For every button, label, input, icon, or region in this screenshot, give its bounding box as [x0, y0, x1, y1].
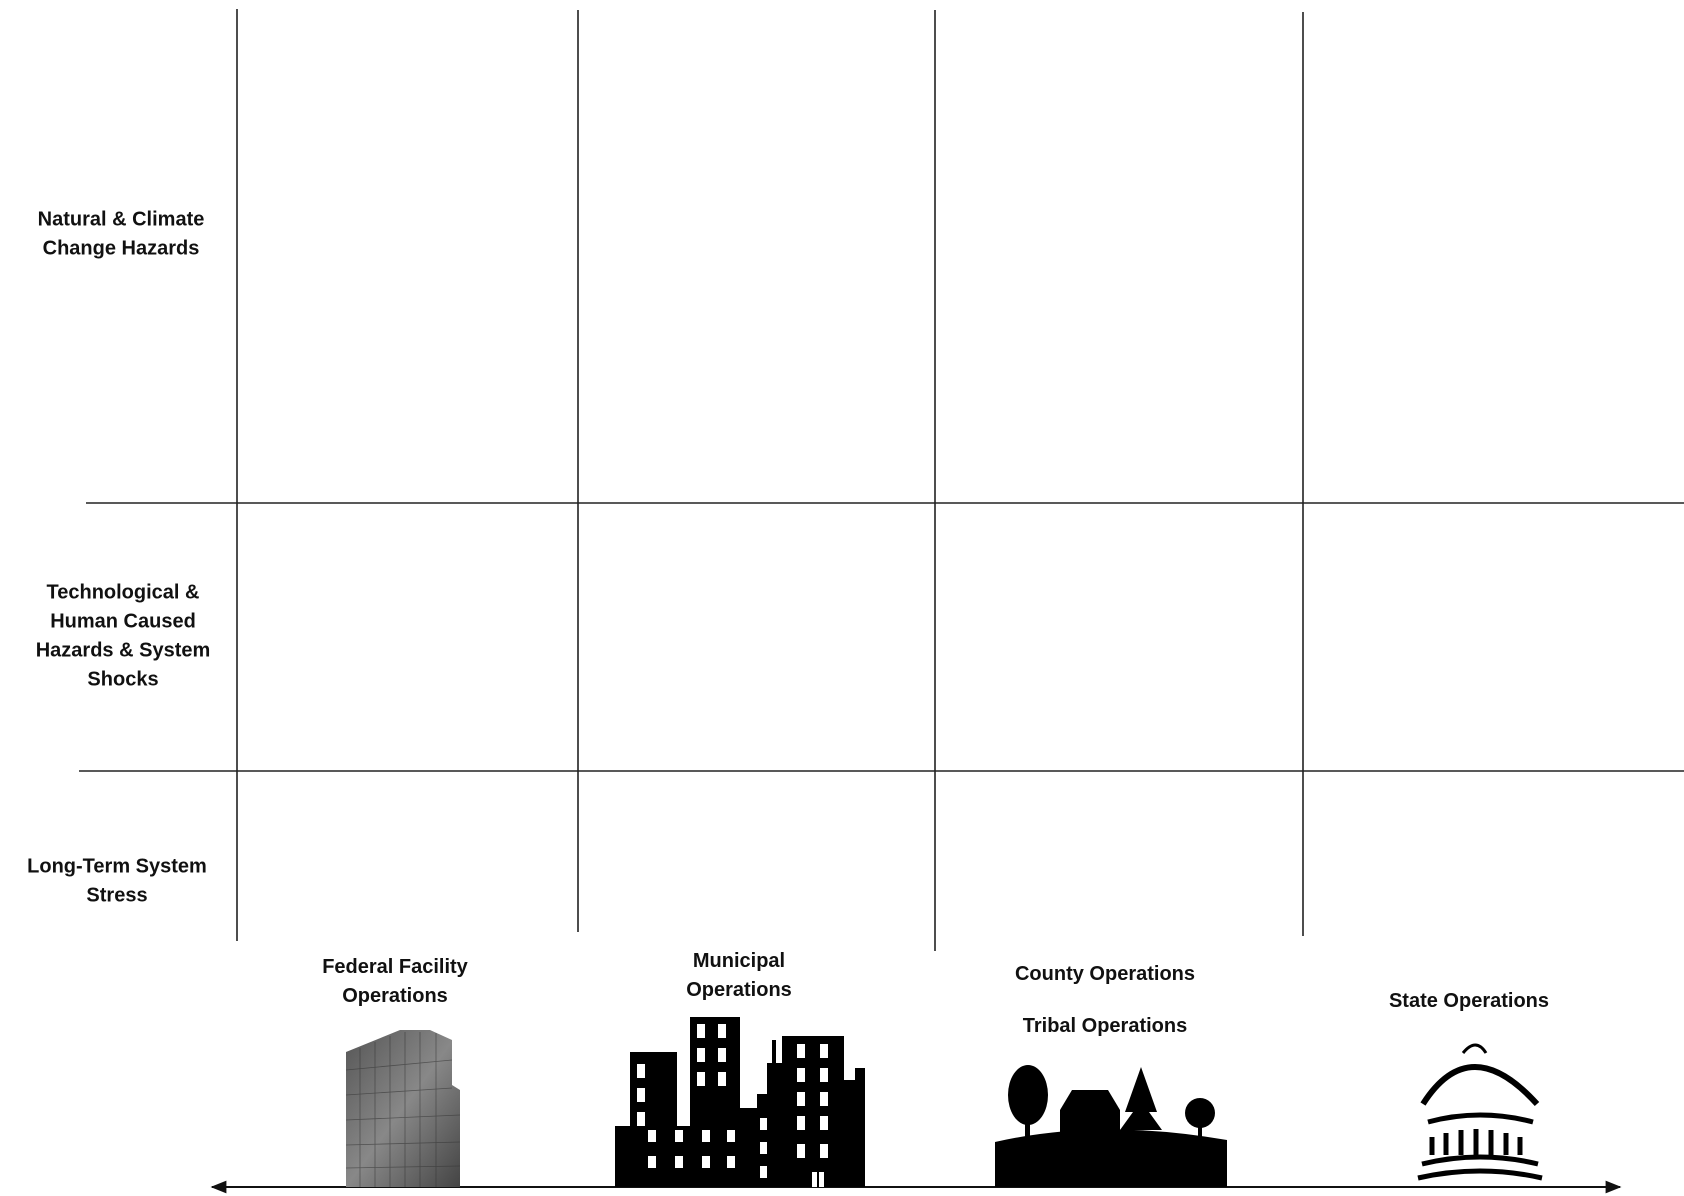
column-label: County Operations: [1015, 963, 1195, 985]
federal-building-icon: [345, 1030, 461, 1187]
row-label: Hazards & System: [36, 640, 211, 662]
labels: Natural & Climate Change Hazards Technolog…: [27, 209, 1549, 1038]
row-label: Technological &: [47, 582, 200, 604]
row-label: Long-Term System: [27, 856, 207, 878]
column-sublabel: Tribal Operations: [1023, 1015, 1187, 1037]
row-label: Human Caused: [50, 611, 196, 633]
row-label: Change Hazards: [43, 238, 200, 260]
column-label: Federal Facility: [322, 956, 468, 978]
state-capitol-icon: [1417, 1043, 1543, 1181]
grid-lines: [79, 9, 1684, 951]
column-label: Operations: [686, 979, 792, 1001]
column-label: Municipal: [693, 950, 785, 972]
row-label: Shocks: [87, 669, 158, 691]
municipal-skyline-icon: [615, 1017, 865, 1187]
county-landscape-icon: [995, 1065, 1227, 1187]
row-label: Natural & Climate: [38, 209, 205, 231]
column-label: Operations: [342, 985, 448, 1007]
column-label: State Operations: [1389, 990, 1549, 1012]
row-label: Stress: [86, 885, 147, 907]
